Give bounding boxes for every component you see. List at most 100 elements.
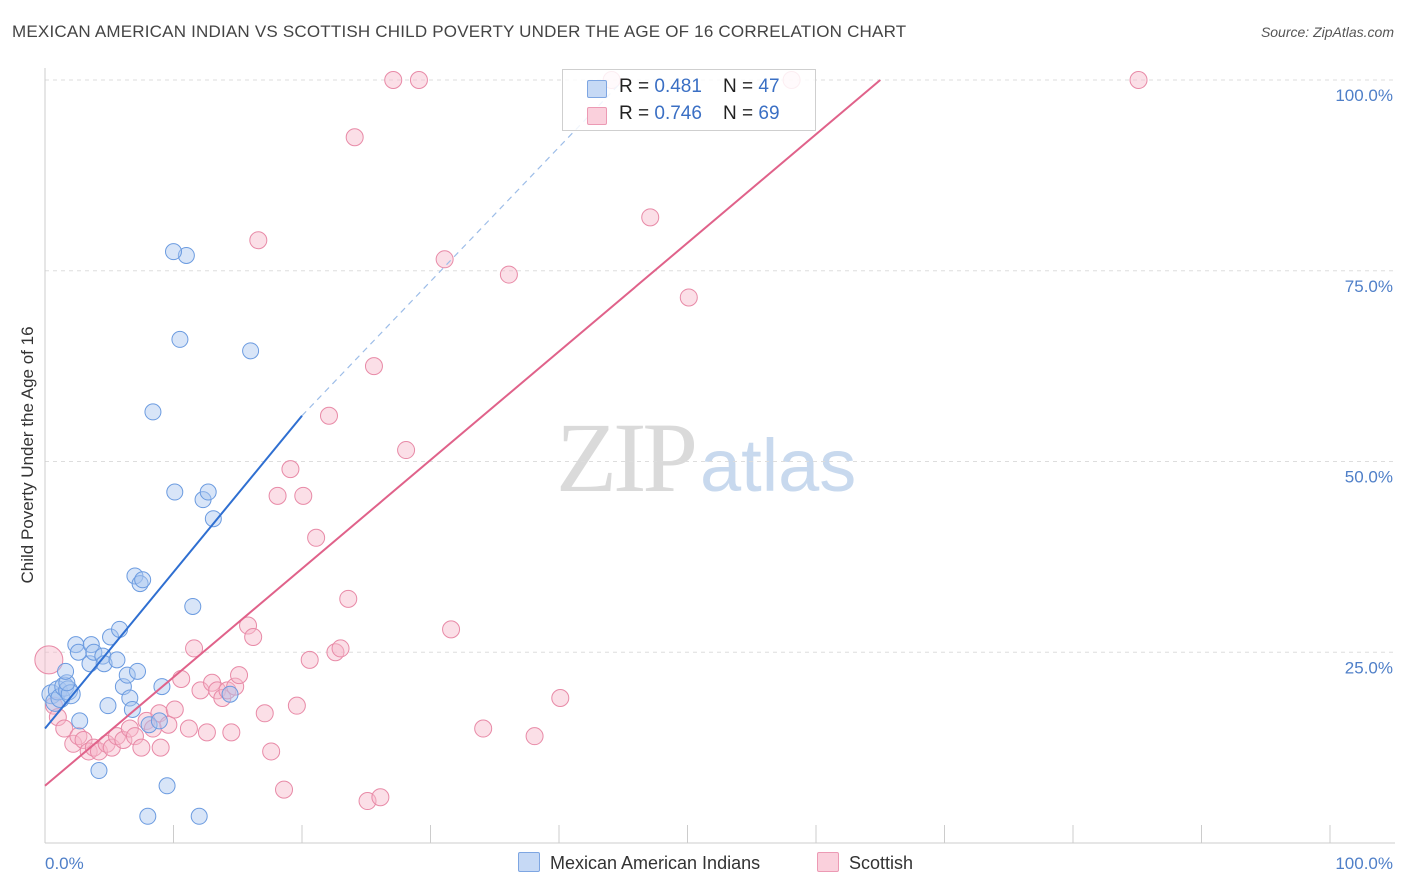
scottish-point (364, 357, 383, 376)
legend-r-value: 0.746 (654, 103, 702, 124)
stats-legend: R = 0.481 N = 47 R = 0.746 N = 69 (562, 69, 816, 131)
scottish-point (255, 704, 274, 723)
watermark-zip: ZIP (556, 402, 698, 513)
bottom-legend-swatch-blue (518, 852, 540, 872)
scottish-point (281, 460, 300, 479)
bottom-legend-swatch-pink (817, 852, 839, 872)
scottish-point (185, 639, 204, 658)
mexican-american-indian-point (150, 712, 168, 730)
scottish-point (222, 723, 241, 742)
legend-n-value: 69 (758, 103, 780, 124)
mexican-american-indian-point (129, 662, 147, 680)
scottish-point (114, 730, 133, 749)
scottish-point (345, 128, 364, 147)
legend-r-label: R = (619, 103, 655, 124)
watermark-atlas: atlas (700, 424, 857, 507)
mexican-american-indian-point (111, 620, 129, 638)
legend-r-value: 0.481 (654, 76, 702, 97)
x-tick-label: 100.0% (1335, 854, 1393, 873)
bottom-legend-mexican-american-indians: Mexican American Indians (518, 852, 760, 874)
scottish-point (249, 231, 268, 250)
scottish-point (151, 738, 170, 757)
scottish-point (525, 727, 544, 746)
scottish-trend-line (44, 79, 881, 787)
watermark: ZIPatlas (556, 400, 856, 515)
mexican-american-indian-point (90, 762, 108, 780)
scottish-point (287, 696, 306, 715)
mexican-american-indian-point (166, 483, 184, 501)
scottish-point (239, 616, 258, 635)
mexican-american-indian-point (204, 510, 222, 528)
scottish-point (244, 627, 263, 646)
mexican-american-indian-point (99, 697, 117, 715)
scottish-point (371, 788, 390, 807)
scottish-point (74, 730, 93, 749)
scottish-point (197, 723, 216, 742)
scottish-point (442, 620, 461, 639)
mexican-american-indians-trend-extension (301, 79, 624, 417)
bottom-legend-label: Mexican American Indians (550, 853, 761, 873)
scottish-point (159, 715, 178, 734)
mexican-american-indian-point (190, 807, 208, 825)
y-tick-label: 100.0% (1335, 86, 1393, 105)
legend-n-value: 47 (758, 76, 780, 97)
scottish-point (474, 719, 493, 738)
legend-r-label: R = (619, 76, 655, 97)
y-tick-label: 50.0% (1345, 468, 1393, 487)
legend-swatch-blue (587, 80, 607, 98)
y-tick-label: 25.0% (1345, 658, 1393, 677)
scottish-point (319, 406, 338, 425)
legend-n-label: N = (723, 103, 759, 124)
mexican-american-indian-point (140, 716, 158, 734)
mexican-american-indian-point (123, 700, 141, 718)
mexican-american-indian-point (69, 643, 87, 661)
mexican-american-indian-point (184, 597, 202, 615)
legend-swatch-pink (587, 107, 607, 125)
scottish-point (339, 589, 358, 608)
scottish-point (435, 250, 454, 269)
source-credit: Source: ZipAtlas.com (1260, 24, 1394, 40)
mexican-american-indian-point (108, 651, 126, 669)
mexican-american-indians-trend-line (44, 415, 303, 730)
y-tick-label: 75.0% (1345, 277, 1393, 296)
bottom-legend-scottish: Scottish (817, 852, 913, 874)
scottish-point (48, 708, 67, 727)
scottish-point (55, 719, 74, 738)
scottish-point (262, 742, 281, 761)
bottom-legend-label: Scottish (849, 853, 914, 873)
mexican-american-indian-point (144, 403, 162, 421)
mexican-american-indian-point (242, 342, 260, 360)
scottish-point (275, 780, 294, 799)
mexican-american-indian-point (199, 483, 217, 501)
mexican-american-indian-point (71, 712, 89, 730)
chart-title: MEXICAN AMERICAN INDIAN VS SCOTTISH CHIL… (12, 22, 907, 41)
scottish-point (179, 719, 198, 738)
scottish-point (397, 441, 416, 460)
mexican-american-indian-point (134, 571, 152, 589)
scottish-point (34, 645, 64, 675)
scottish-point (165, 700, 184, 719)
scottish-point (499, 265, 518, 284)
mexican-american-indian-point (158, 777, 176, 795)
x-tick-label: 0.0% (45, 854, 84, 873)
legend-n-label: N = (723, 76, 759, 97)
mexican-american-indian-point (221, 685, 239, 703)
mexican-american-indian-point (139, 807, 157, 825)
scottish-point (307, 528, 326, 547)
scottish-point (294, 486, 313, 505)
mexican-american-indian-point (60, 684, 81, 705)
scottish-point (641, 208, 660, 227)
scottish-point (551, 689, 570, 708)
scottish-point (409, 71, 428, 89)
mexican-american-indian-point (118, 666, 136, 684)
scottish-point (679, 288, 698, 307)
scottish-point (125, 727, 144, 746)
scottish-point (268, 486, 287, 505)
scottish-point (230, 666, 249, 685)
mexican-american-indian-point (85, 643, 103, 661)
scottish-point (300, 650, 319, 669)
mexican-american-indian-point (171, 330, 189, 348)
scottish-point (384, 71, 403, 89)
mexican-american-indian-point (165, 243, 182, 261)
